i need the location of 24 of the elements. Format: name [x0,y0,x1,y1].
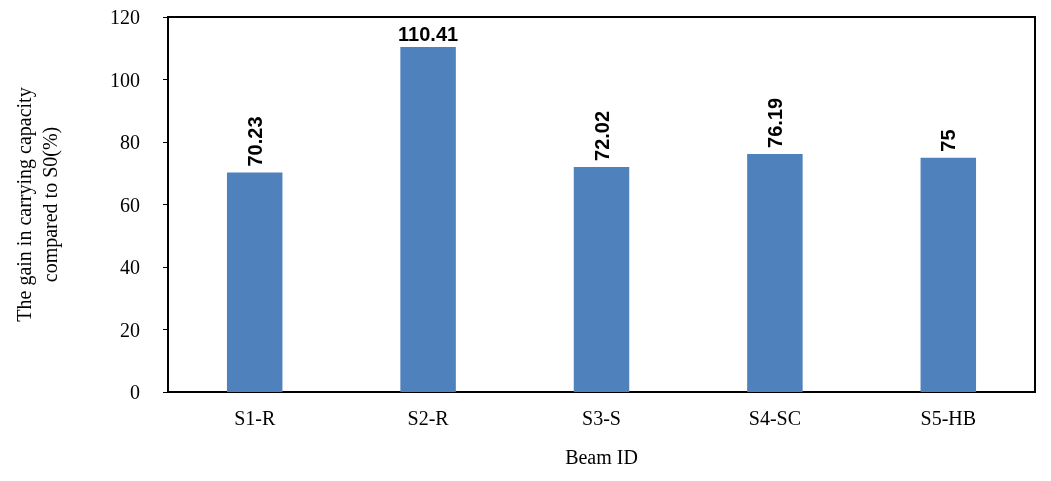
y-tick-label: 100 [110,68,140,91]
bar [226,172,283,392]
x-tick-label: S5-HB [920,407,977,429]
y-tick-label: 120 [110,6,140,28]
y-axis-title: The gain in carrying capacity compared to S0(%) [13,87,62,322]
x-tick-label: S4-SC [748,407,802,429]
data-label: 72.02 [590,110,613,161]
y-tick-label: 0 [130,381,140,403]
y-tick-label: 80 [120,131,140,153]
bar [400,46,456,392]
x-tick-label: S3-S [582,407,621,429]
data-label: 75 [937,129,960,152]
y-tick-label: 40 [120,256,140,278]
bar [920,157,977,392]
bar [747,153,803,392]
x-axis-title: Beam ID [565,446,638,468]
data-label: 110.41 [398,22,459,45]
bar [573,166,630,392]
x-tick-label: S2-R [407,407,450,429]
y-tick-label: 20 [120,318,140,341]
data-label: 70.23 [243,116,266,167]
data-label: 76.19 [763,97,786,148]
y-tick-label: 60 [120,193,140,216]
x-tick-label: S1-R [234,407,276,429]
